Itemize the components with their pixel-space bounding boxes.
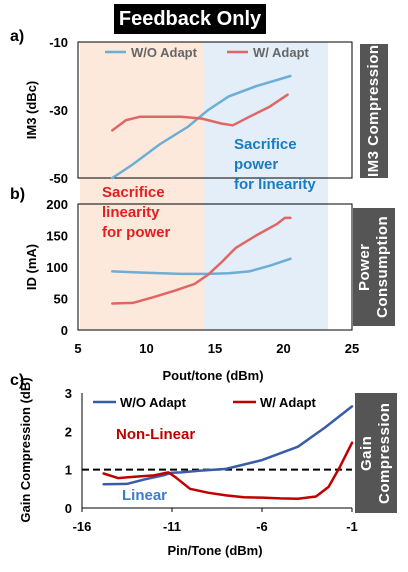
panel-c-xtick: -16 <box>73 519 92 534</box>
panel-b-ytick: 150 <box>46 229 68 244</box>
panel-c-ylabel: Gain Compression (dB) <box>18 377 33 522</box>
svg-text:Sacrifice: Sacrifice <box>234 136 297 153</box>
panel-a-ytick: -50 <box>49 171 68 186</box>
panel-c-xlabel: Pin/Tone (dBm) <box>167 543 262 558</box>
legend-wo-adapt-label-c: W/O Adapt <box>120 395 187 410</box>
panel-b-ytick: 0 <box>61 323 68 338</box>
panel-b-ytick: 100 <box>46 260 68 275</box>
red-shaded-region <box>80 42 204 330</box>
panel-b-xtick: 15 <box>208 341 222 356</box>
panel-b-xtick: 25 <box>345 341 359 356</box>
panel-c-ytick: 1 <box>65 463 72 478</box>
panel-a-ytick: -10 <box>49 35 68 50</box>
panel-b-frame <box>77 203 353 331</box>
svg-text:linearity: linearity <box>102 204 160 221</box>
sacrifice-power-annotation: Sacrifice power for linearity <box>234 136 316 193</box>
panel-b-xtick: 20 <box>276 341 290 356</box>
panel-c-ytick: 0 <box>65 501 72 516</box>
panel-a-label: a) <box>10 28 24 45</box>
legend-wo-adapt-label-a: W/O Adapt <box>131 45 198 60</box>
blue-shaded-region <box>204 42 328 330</box>
panel-b-xtick: 5 <box>74 341 81 356</box>
panel-b-ylabel: ID (mA) <box>24 244 39 290</box>
panel-b-label: b) <box>10 186 25 203</box>
panel-c-ytick: 3 <box>65 386 72 401</box>
panel-a-frame <box>77 41 353 179</box>
panel-c-xtick: -6 <box>256 519 268 534</box>
svg-text:for power: for power <box>102 224 170 241</box>
panel-c-series-w-adapt <box>102 441 354 501</box>
panel-c-ytick: 2 <box>65 424 72 439</box>
panel-b-xtick: 10 <box>139 341 153 356</box>
legend-w-adapt-label-c: W/ Adapt <box>260 395 317 410</box>
legend-w-adapt-label-a: W/ Adapt <box>253 45 310 60</box>
linear-annotation: Linear <box>122 487 167 504</box>
figure-title: Feedback Only <box>114 4 266 34</box>
panel-b-ytick: 50 <box>54 292 68 307</box>
panel-c-legend: W/O Adapt W/ Adapt <box>93 395 317 410</box>
panel-c-series-wo-adapt <box>102 405 354 486</box>
panel-c-xtick: -1 <box>346 519 358 534</box>
panel-a-ylabel: IM3 (dBc) <box>24 81 39 140</box>
panel-c-xtick: -11 <box>163 519 181 534</box>
panel-a-ytick: -30 <box>49 103 68 118</box>
panel-a-legend: W/O Adapt W/ Adapt <box>105 45 310 60</box>
panel-b-series-wo-adapt <box>111 257 292 276</box>
svg-text:for linearity: for linearity <box>234 176 316 193</box>
svg-text:Sacrifice: Sacrifice <box>102 184 165 201</box>
svg-text:power: power <box>234 156 278 173</box>
panel-c-label: c) <box>10 372 24 389</box>
nonlinear-annotation: Non-Linear <box>116 426 195 443</box>
panel-a-series-w-adapt <box>111 93 289 132</box>
panel-b-xlabel: Pout/tone (dBm) <box>162 368 263 383</box>
sacrifice-linearity-annotation: Sacrifice linearity for power <box>102 184 170 241</box>
panel-b-ytick: 200 <box>46 197 68 212</box>
panel-b-series-w-adapt <box>111 216 292 305</box>
